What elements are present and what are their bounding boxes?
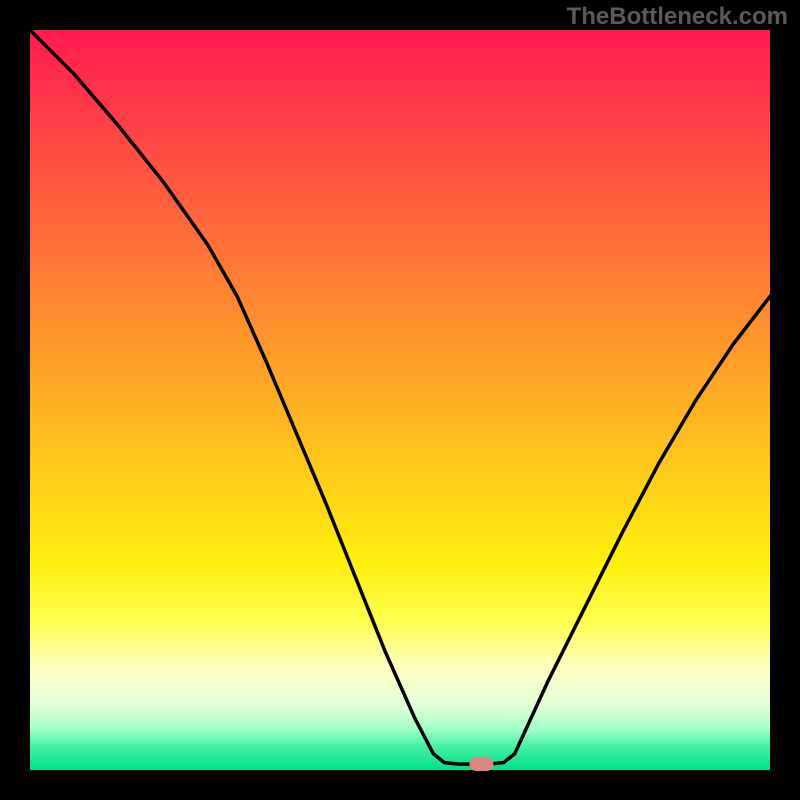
- watermark-text: TheBottleneck.com: [567, 3, 788, 30]
- bottleneck-chart: TheBottleneck.com: [0, 0, 800, 800]
- chart-background: [30, 30, 770, 770]
- sweet-spot-marker: [469, 757, 493, 771]
